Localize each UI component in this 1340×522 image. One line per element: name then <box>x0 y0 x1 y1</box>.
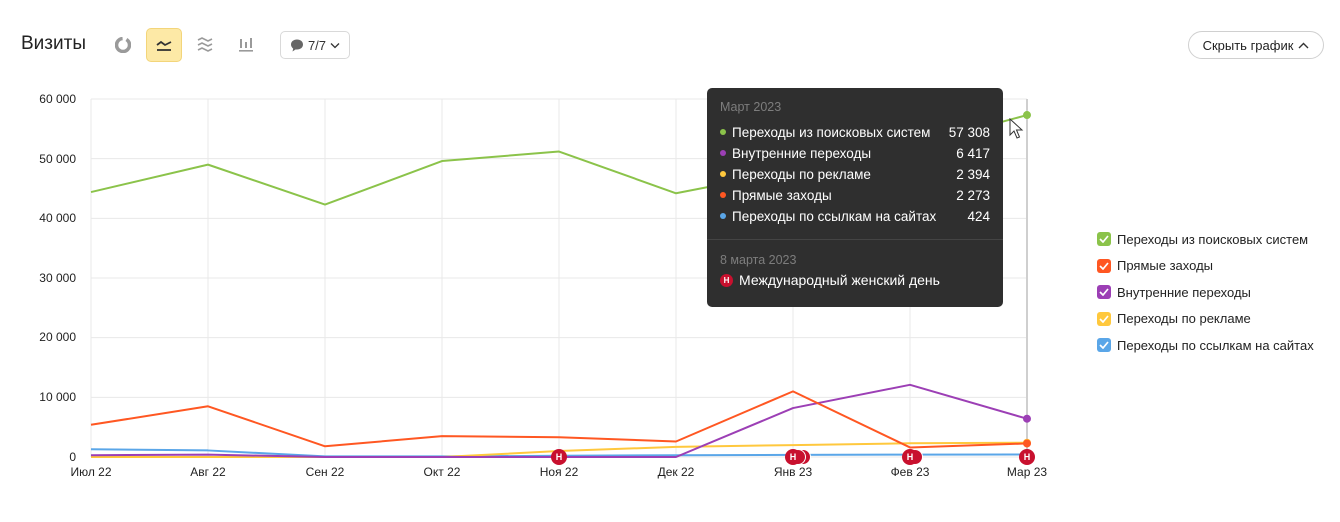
tooltip-divider <box>707 239 1003 240</box>
y-tick-20000: 20 000 <box>39 330 76 344</box>
notes-filter-button[interactable]: 7/7 <box>280 31 350 59</box>
tooltip-row-links: Переходы по ссылкам на сайтах 424 <box>720 206 990 226</box>
checkbox-checked-icon[interactable] <box>1097 285 1111 300</box>
notes-count: 7/7 <box>307 37 327 53</box>
chart-title: Визиты <box>21 33 86 54</box>
hover-point <box>1023 111 1031 120</box>
holiday-badge-icon: Н <box>720 273 733 287</box>
x-tick: Авг 22 <box>190 465 226 479</box>
x-tick: Янв 23 <box>773 465 813 479</box>
y-tick-50000: 50 000 <box>39 152 76 166</box>
hover-point <box>1023 414 1031 423</box>
mouse-cursor-icon <box>1009 118 1024 139</box>
x-tick: Фев 23 <box>890 465 930 479</box>
holiday-badge-icon: Н <box>902 449 918 465</box>
series-dot-icon <box>720 129 726 135</box>
legend-item-direct[interactable]: Прямые заходы <box>1097 257 1314 275</box>
holiday-badge-icon: Н <box>1019 449 1035 465</box>
holiday-badge-icon: Н <box>785 449 801 465</box>
chevron-up-icon <box>1298 42 1309 48</box>
x-tick: Сен 22 <box>305 465 345 479</box>
legend-item-links[interactable]: Переходы по ссылкам на сайтах <box>1097 336 1314 354</box>
series-dot-icon <box>720 213 726 219</box>
pie-chart-icon <box>115 37 131 53</box>
pie-chart-view-button[interactable] <box>105 28 141 62</box>
comment-icon <box>290 39 303 52</box>
tooltip-row-search: Переходы из поисковых систем 57 308 <box>720 122 990 142</box>
holiday-badge-icon: Н <box>551 449 567 465</box>
holiday-marker[interactable]: Н <box>1019 449 1035 465</box>
chevron-down-icon <box>330 42 340 48</box>
bar-chart-icon <box>239 38 253 52</box>
tooltip-row-ads: Переходы по рекламе 2 394 <box>720 164 990 184</box>
y-tick-60000: 60 000 <box>39 92 76 106</box>
tooltip-row-internal: Внутренние переходы 6 417 <box>720 143 990 163</box>
area-chart-view-button[interactable] <box>187 28 223 62</box>
series-dot-icon <box>720 192 726 198</box>
checkbox-checked-icon[interactable] <box>1097 232 1111 246</box>
hover-point <box>1023 439 1031 448</box>
checkbox-checked-icon[interactable] <box>1097 338 1111 353</box>
bar-chart-view-button[interactable] <box>228 28 264 62</box>
line-chart-icon <box>156 40 172 51</box>
holiday-marker[interactable]: Н <box>785 449 811 465</box>
series-line <box>90 390 1028 449</box>
holiday-marker[interactable]: Н <box>902 449 923 465</box>
tooltip-event: Н Международный женский день <box>720 272 940 288</box>
y-tick-40000: 40 000 <box>39 211 76 225</box>
checkbox-checked-icon[interactable] <box>1097 258 1111 273</box>
tooltip-month: Март 2023 <box>720 100 782 114</box>
x-tick: Ноя 22 <box>539 465 579 479</box>
series-dot-icon <box>720 171 726 177</box>
y-tick-0: 0 <box>69 450 76 464</box>
holiday-marker[interactable]: Н <box>551 449 567 465</box>
legend-item-ads[interactable]: Переходы по рекламе <box>1097 310 1314 328</box>
chart-tooltip: Март 2023 Переходы из поисковых систем 5… <box>707 88 1003 307</box>
tooltip-event-date: 8 марта 2023 <box>720 253 797 267</box>
x-tick: Окт 22 <box>423 465 461 479</box>
series-dot-icon <box>720 150 726 156</box>
x-tick: Мар 23 <box>1006 465 1048 479</box>
tooltip-row-direct: Прямые заходы 2 273 <box>720 185 990 205</box>
legend-item-internal[interactable]: Внутренние переходы <box>1097 283 1314 301</box>
legend-item-search[interactable]: Переходы из поисковых систем <box>1097 230 1314 248</box>
y-tick-30000: 30 000 <box>39 271 76 285</box>
tooltip-event-name: Международный женский день <box>739 272 940 288</box>
area-chart-icon <box>197 37 213 52</box>
line-chart-view-button[interactable] <box>146 28 182 62</box>
x-tick: Дек 22 <box>657 465 695 479</box>
checkbox-checked-icon[interactable] <box>1097 311 1111 326</box>
hide-chart-button[interactable]: Скрыть график <box>1188 31 1324 59</box>
x-tick: Июл 22 <box>70 465 112 479</box>
hide-chart-label: Скрыть график <box>1202 37 1294 53</box>
chart-legend: Переходы из поисковых систем Прямые захо… <box>1097 230 1314 363</box>
y-tick-10000: 10 000 <box>39 390 76 404</box>
